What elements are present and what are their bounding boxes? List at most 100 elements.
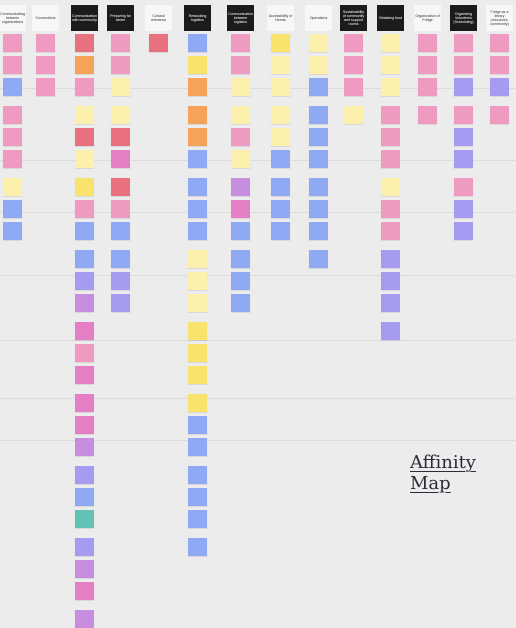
sticky-note[interactable] (454, 56, 473, 74)
sticky-note[interactable] (75, 294, 94, 312)
sticky-note[interactable] (188, 178, 207, 196)
sticky-note[interactable] (111, 106, 130, 124)
sticky-note[interactable] (188, 438, 207, 456)
sticky-note[interactable] (454, 200, 473, 218)
sticky-note[interactable] (111, 294, 130, 312)
sticky-note[interactable] (3, 128, 22, 146)
column-header[interactable]: Operations (305, 5, 332, 31)
sticky-note[interactable] (231, 294, 250, 312)
sticky-note[interactable] (381, 272, 400, 290)
sticky-note[interactable] (381, 178, 400, 196)
sticky-note[interactable] (36, 56, 55, 74)
sticky-note[interactable] (75, 394, 94, 412)
sticky-note[interactable] (231, 178, 250, 196)
sticky-note[interactable] (188, 200, 207, 218)
sticky-note[interactable] (454, 128, 473, 146)
sticky-note[interactable] (271, 178, 290, 196)
column-header[interactable]: Organization of Fridge (414, 5, 441, 31)
sticky-note[interactable] (309, 34, 328, 52)
sticky-note[interactable] (3, 106, 22, 124)
sticky-note[interactable] (381, 322, 400, 340)
sticky-note[interactable] (231, 56, 250, 74)
sticky-note[interactable] (231, 34, 250, 52)
sticky-note[interactable] (188, 510, 207, 528)
sticky-note[interactable] (188, 488, 207, 506)
sticky-note[interactable] (111, 150, 130, 168)
column-header[interactable]: Cultural relevance (145, 5, 172, 31)
sticky-note[interactable] (454, 222, 473, 240)
column-header[interactable]: Sustainability of community and support … (340, 5, 367, 31)
column-header[interactable]: Accessibility of Needs (267, 5, 294, 31)
sticky-note[interactable] (490, 78, 509, 96)
sticky-note[interactable] (75, 582, 94, 600)
sticky-note[interactable] (231, 200, 250, 218)
sticky-note[interactable] (75, 222, 94, 240)
sticky-note[interactable] (271, 78, 290, 96)
column-header[interactable]: Fridge as a library (resources, communit… (486, 5, 513, 31)
sticky-note[interactable] (3, 56, 22, 74)
sticky-note[interactable] (75, 488, 94, 506)
sticky-note[interactable] (231, 128, 250, 146)
sticky-note[interactable] (75, 416, 94, 434)
sticky-note[interactable] (75, 344, 94, 362)
column-header[interactable]: Obtaining food (377, 5, 404, 31)
sticky-note[interactable] (454, 178, 473, 196)
sticky-note[interactable] (188, 128, 207, 146)
sticky-note[interactable] (75, 128, 94, 146)
sticky-note[interactable] (381, 294, 400, 312)
sticky-note[interactable] (75, 200, 94, 218)
sticky-note[interactable] (231, 250, 250, 268)
sticky-note[interactable] (111, 56, 130, 74)
sticky-note[interactable] (111, 200, 130, 218)
sticky-note[interactable] (36, 34, 55, 52)
sticky-note[interactable] (3, 200, 22, 218)
column-header[interactable]: Organizing Volunteers (Scheduling) (450, 5, 477, 31)
sticky-note[interactable] (36, 78, 55, 96)
sticky-note[interactable] (381, 128, 400, 146)
sticky-note[interactable] (309, 106, 328, 124)
sticky-note[interactable] (3, 34, 22, 52)
sticky-note[interactable] (75, 438, 94, 456)
sticky-note[interactable] (75, 366, 94, 384)
sticky-note[interactable] (188, 150, 207, 168)
sticky-note[interactable] (454, 150, 473, 168)
sticky-note[interactable] (188, 538, 207, 556)
sticky-note[interactable] (231, 150, 250, 168)
sticky-note[interactable] (111, 78, 130, 96)
sticky-note[interactable] (418, 106, 437, 124)
sticky-note[interactable] (75, 150, 94, 168)
sticky-note[interactable] (381, 78, 400, 96)
sticky-note[interactable] (188, 294, 207, 312)
sticky-note[interactable] (188, 78, 207, 96)
sticky-note[interactable] (418, 78, 437, 96)
column-header[interactable]: Connections (32, 5, 59, 31)
sticky-note[interactable] (271, 56, 290, 74)
sticky-note[interactable] (309, 78, 328, 96)
sticky-note[interactable] (3, 178, 22, 196)
sticky-note[interactable] (75, 538, 94, 556)
sticky-note[interactable] (188, 322, 207, 340)
sticky-note[interactable] (75, 178, 94, 196)
sticky-note[interactable] (188, 366, 207, 384)
column-header[interactable]: Restocking logistics (184, 5, 211, 31)
sticky-note[interactable] (418, 34, 437, 52)
sticky-note[interactable] (309, 222, 328, 240)
sticky-note[interactable] (75, 78, 94, 96)
sticky-note[interactable] (344, 56, 363, 74)
column-header[interactable]: Preparing for winter (107, 5, 134, 31)
sticky-note[interactable] (490, 34, 509, 52)
sticky-note[interactable] (309, 200, 328, 218)
sticky-note[interactable] (75, 560, 94, 578)
sticky-note[interactable] (381, 222, 400, 240)
sticky-note[interactable] (149, 34, 168, 52)
sticky-note[interactable] (111, 222, 130, 240)
sticky-note[interactable] (75, 272, 94, 290)
sticky-note[interactable] (111, 34, 130, 52)
sticky-note[interactable] (381, 200, 400, 218)
sticky-note[interactable] (75, 510, 94, 528)
sticky-note[interactable] (381, 150, 400, 168)
sticky-note[interactable] (309, 250, 328, 268)
sticky-note[interactable] (188, 272, 207, 290)
sticky-note[interactable] (490, 56, 509, 74)
sticky-note[interactable] (3, 78, 22, 96)
